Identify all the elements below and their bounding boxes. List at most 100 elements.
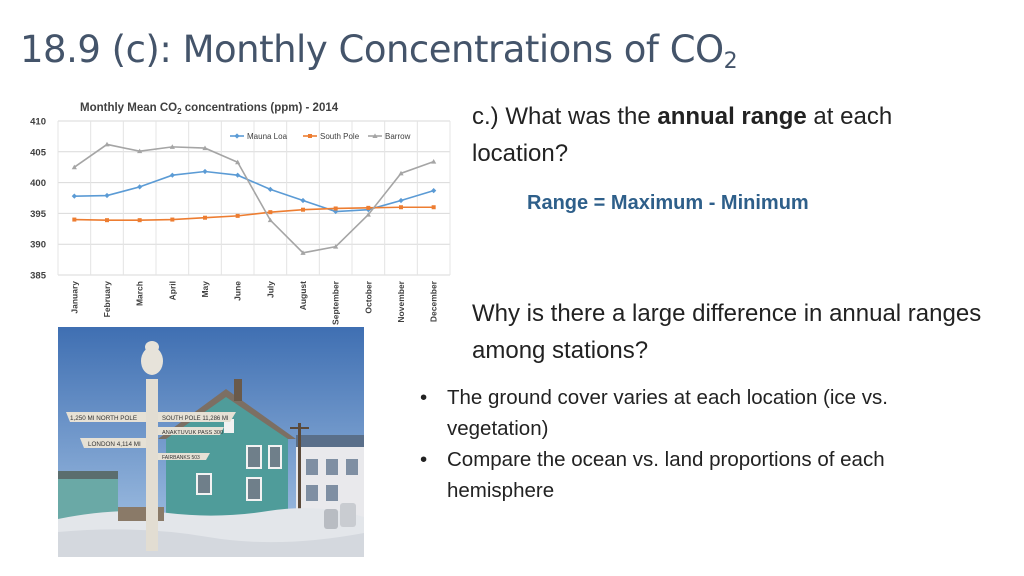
legend-label: Mauna Loa (247, 132, 288, 141)
bullet-text: The ground cover varies at each location… (447, 386, 888, 440)
data-point (105, 218, 109, 223)
x-tick-label: May (200, 281, 210, 298)
data-point (431, 205, 436, 210)
x-tick-label: November (396, 280, 406, 322)
y-tick-label: 400 (30, 178, 46, 189)
co2-line-chart: Monthly Mean CO2 concentrations (ppm) - … (16, 93, 452, 325)
sign-anaktuvuk-pass: ANAKTUVUK PASS 300 (162, 430, 223, 436)
sign-south-pole: SOUTH POLE 11,286 MI (162, 416, 229, 422)
chart-gridlines (57, 120, 451, 276)
question-text-after: at each location? (472, 103, 893, 167)
question-annual-range: c.) What was the annual range at each lo… (472, 98, 992, 172)
data-point (308, 134, 312, 138)
bullet-item: • The ground cover varies at each locatio… (418, 382, 978, 444)
data-point (137, 148, 143, 154)
chart-title: Monthly Mean CO2 concentrations (ppm) - … (80, 102, 339, 116)
data-point (104, 192, 110, 199)
data-point (267, 186, 273, 192)
bullet-icon: • (420, 386, 428, 409)
data-point (203, 215, 207, 220)
y-tick-label: 405 (30, 147, 47, 158)
data-point (333, 208, 339, 215)
signpost: 1,250 MI NORTH POLE SOUTH POLE 11,286 MI… (66, 341, 236, 551)
x-tick-label: March (135, 281, 145, 306)
photo-illustration: 1,250 MI NORTH POLE SOUTH POLE 11,286 MI… (58, 327, 364, 557)
data-point (72, 217, 77, 222)
x-tick-label: January (69, 281, 79, 314)
data-point (365, 212, 371, 217)
legend-label: Barrow (385, 132, 411, 141)
question-difference: Why is there a large difference in annua… (472, 300, 982, 364)
y-tick-label: 410 (30, 117, 46, 128)
bullet-item: • Compare the ocean vs. land proportions … (418, 444, 978, 506)
data-point (137, 218, 142, 223)
bullet-icon: • (420, 448, 428, 471)
data-point (333, 244, 339, 249)
question-text-bold: annual range (657, 103, 807, 130)
data-point (372, 133, 378, 138)
x-tick-label: June (233, 281, 243, 301)
data-point (137, 184, 143, 190)
slide-title-subscript: 2 (723, 49, 738, 74)
data-point (234, 133, 240, 139)
data-point (300, 197, 306, 204)
question-text-before: c.) What was the (472, 103, 658, 130)
series-barrow (71, 141, 437, 255)
chart-title-subscript: 2 (177, 107, 182, 116)
y-tick-label: 395 (30, 209, 47, 220)
series-line-barrow (73, 143, 434, 254)
data-point (169, 144, 175, 149)
data-point (399, 205, 403, 210)
answer-bullet-list: • The ground cover varies at each locatio… (418, 382, 978, 506)
legend-item-south-pole: South Pole (303, 132, 360, 141)
data-point (431, 159, 437, 164)
barrel (340, 503, 356, 527)
chart-legend: Mauna Loa South Pole Barrow (230, 132, 411, 141)
legend-label: South Pole (320, 132, 360, 141)
data-point (333, 206, 338, 211)
chart-svg: Monthly Mean CO2 concentrations (ppm) - … (30, 102, 451, 325)
data-point (235, 213, 240, 218)
x-tick-label: August (298, 281, 308, 310)
x-tick-label: September (331, 280, 341, 325)
data-point (366, 205, 371, 210)
data-point (267, 217, 273, 223)
data-point (71, 164, 77, 170)
utility-pole (298, 423, 301, 523)
data-point (202, 145, 208, 151)
data-point (71, 193, 77, 199)
x-tick-label: July (265, 281, 275, 298)
chart-title-prefix: Monthly Mean CO (80, 102, 177, 114)
data-point (170, 217, 175, 222)
data-point (235, 172, 241, 178)
chart-series (71, 141, 437, 255)
sign-fairbanks: FAIRBANKS 503 (162, 455, 200, 461)
barrow-signpost-photo: 1,250 MI NORTH POLE SOUTH POLE 11,286 MI… (58, 327, 364, 557)
x-tick-label: December (429, 280, 439, 322)
data-point (431, 188, 437, 194)
data-point (169, 172, 175, 178)
data-point (104, 141, 110, 147)
range-formula: Range = Maximum - Minimum (527, 192, 809, 214)
y-axis-ticks: 385 390 395 400 405 410 (30, 117, 47, 282)
x-tick-label: February (102, 281, 112, 318)
sign-north-pole: 1,250 MI NORTH POLE (70, 415, 137, 422)
x-tick-label: April (167, 281, 177, 300)
data-point (235, 159, 241, 165)
x-axis-ticks: January February March April May June July Augu… (69, 280, 438, 325)
data-point (202, 168, 208, 175)
slide-title-text: 18.9 (c): Monthly Concentrations of CO (20, 28, 724, 71)
legend-item-mauna-loa: Mauna Loa (230, 132, 288, 141)
data-point (300, 250, 306, 255)
data-point (268, 210, 273, 215)
chart-title-suffix: concentrations (ppm) - 2014 (182, 102, 339, 114)
y-tick-label: 385 (30, 271, 47, 282)
data-point (398, 197, 404, 204)
data-point (301, 207, 305, 212)
data-point (398, 170, 404, 176)
sign-london: LONDON 4,114 MI (88, 441, 141, 448)
slide-title: 18.9 (c): Monthly Concentrations of CO2 (20, 28, 738, 74)
bullet-text: Compare the ocean vs. land proportions o… (447, 448, 885, 502)
x-tick-label: October (363, 280, 373, 313)
legend-item-barrow: Barrow (368, 132, 411, 141)
